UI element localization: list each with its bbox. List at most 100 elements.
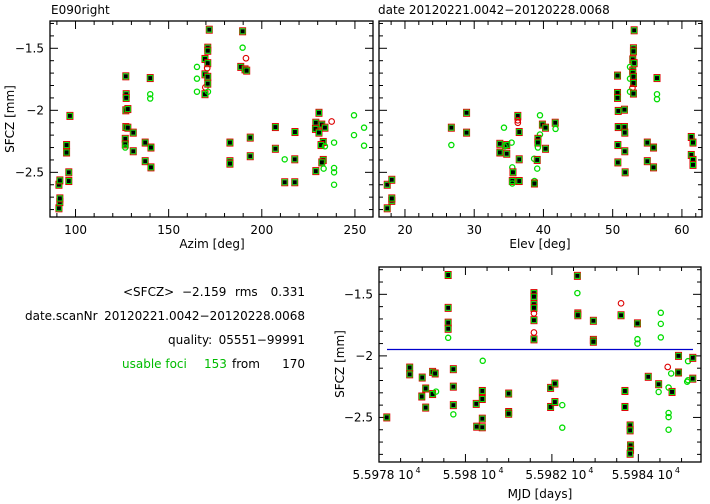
point-green-outline xyxy=(631,27,638,34)
stats-panel: <SFCZ> −2.159 rms 0.331 date.scanNr 2012… xyxy=(25,285,305,371)
point-fill xyxy=(57,178,62,183)
point-fill xyxy=(515,113,520,118)
point-fill xyxy=(616,125,621,130)
point-green-outline xyxy=(422,404,429,411)
usable-foci-value: 153 xyxy=(204,357,227,371)
mjd-x-tick-exponent: 4 xyxy=(498,466,503,475)
data-point xyxy=(621,128,629,137)
data-point xyxy=(547,402,555,411)
data-point xyxy=(350,112,358,119)
data-point xyxy=(653,95,661,103)
point-fill xyxy=(631,49,636,54)
point-green-ring xyxy=(574,289,581,297)
point-green-outline xyxy=(147,75,154,82)
point-green-outline xyxy=(675,352,682,359)
data-point xyxy=(653,74,661,83)
data-point xyxy=(478,386,486,395)
window-title: E090right xyxy=(51,3,110,17)
point-fill xyxy=(148,165,153,170)
point-green-outline xyxy=(479,424,486,431)
point-green-outline xyxy=(239,28,246,35)
data-point xyxy=(330,181,338,188)
mjd-x-axis-label: MJD [days] xyxy=(508,487,573,501)
data-point xyxy=(614,71,622,80)
point-green-outline xyxy=(473,400,480,407)
point-fill xyxy=(227,140,232,145)
data-point xyxy=(204,79,212,88)
data-point xyxy=(551,379,559,388)
point-fill xyxy=(423,386,428,391)
data-point xyxy=(360,124,368,131)
point-fill xyxy=(123,74,128,79)
point-fill xyxy=(631,91,636,96)
point-green-outline xyxy=(530,293,537,300)
elev-x-tick-label: 40 xyxy=(536,223,551,237)
point-green-outline xyxy=(644,158,651,165)
data-point xyxy=(509,180,516,187)
data-point xyxy=(614,158,622,167)
data-point xyxy=(271,123,279,132)
point-fill xyxy=(622,404,627,409)
data-point xyxy=(315,108,323,117)
point-green-ring xyxy=(500,124,508,131)
point-fill xyxy=(670,389,675,394)
point-green-outline xyxy=(655,381,662,388)
data-point xyxy=(321,143,329,150)
point-green-ring xyxy=(444,334,452,342)
point-green-ring xyxy=(559,424,566,431)
point-fill xyxy=(480,388,485,393)
point-green-ring xyxy=(193,88,201,95)
point-green-outline xyxy=(406,364,413,371)
point-fill xyxy=(615,90,620,95)
point-fill xyxy=(552,381,557,386)
point-fill xyxy=(646,374,651,379)
point-green-outline xyxy=(531,180,538,187)
data-point xyxy=(503,149,511,158)
point-fill xyxy=(474,401,479,406)
point-green-outline xyxy=(422,385,429,392)
point-red-ring xyxy=(514,119,522,127)
point-green-outline xyxy=(291,156,298,163)
date-scan-value: 20120221.0042−20120228.0068 xyxy=(104,309,305,323)
mjd-x-tick-label: 5.5982 10 xyxy=(525,468,586,482)
point-fill xyxy=(56,182,61,187)
data-point xyxy=(383,413,391,422)
point-fill xyxy=(689,152,694,157)
point-green-ring xyxy=(281,156,288,163)
point-green-outline xyxy=(505,390,512,397)
data-point xyxy=(204,46,212,55)
data-point xyxy=(444,324,452,333)
rms-value: 0.331 xyxy=(271,285,305,299)
data-point xyxy=(281,156,288,163)
point-green-outline xyxy=(644,139,651,146)
point-green-outline xyxy=(547,384,554,391)
point-green-outline xyxy=(56,177,63,184)
rms-label: rms xyxy=(235,285,258,299)
data-point xyxy=(683,378,691,385)
point-green-outline xyxy=(514,112,521,119)
data-point xyxy=(463,128,471,137)
point-green-outline xyxy=(530,317,537,324)
point-green-outline xyxy=(621,148,628,155)
point-fill xyxy=(506,411,511,416)
azim-y-tick-label: −1.5 xyxy=(15,41,44,55)
point-green-ring xyxy=(533,165,541,172)
point-fill xyxy=(420,375,425,380)
point-green-ring xyxy=(501,143,508,150)
point-green-outline xyxy=(614,72,621,79)
point-green-outline xyxy=(384,205,391,212)
data-point xyxy=(657,309,665,317)
data-point xyxy=(551,398,559,407)
point-fill xyxy=(622,107,627,112)
data-point xyxy=(63,141,71,150)
point-green-ring xyxy=(360,124,368,131)
data-point xyxy=(129,147,137,156)
point-fill xyxy=(676,370,681,375)
point-fill xyxy=(548,404,553,409)
data-point xyxy=(478,423,486,432)
point-green-outline xyxy=(321,124,328,131)
point-green-ring xyxy=(683,378,691,385)
data-point xyxy=(536,112,544,119)
data-point xyxy=(315,128,323,137)
point-green-outline xyxy=(66,112,73,119)
